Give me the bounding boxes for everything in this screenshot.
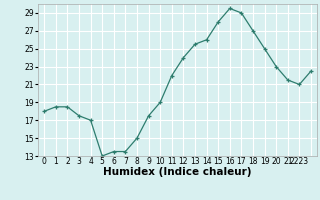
X-axis label: Humidex (Indice chaleur): Humidex (Indice chaleur) xyxy=(103,167,252,177)
